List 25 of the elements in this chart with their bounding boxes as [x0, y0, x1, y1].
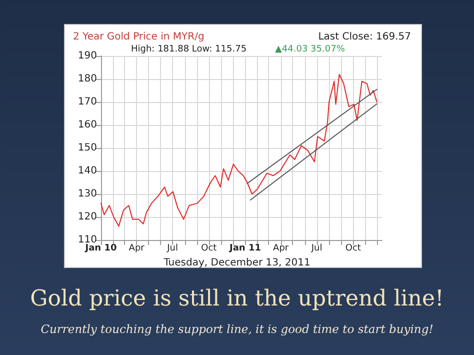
y-tick-label: 120: [78, 212, 97, 222]
text: Last Close: 169.57: [318, 32, 412, 42]
x-tick-label: Jan 11: [228, 244, 262, 254]
x-tick-label: Oct: [345, 244, 362, 254]
y-tick-label: 170: [78, 96, 97, 108]
line-series: [100, 74, 378, 227]
text: ▲44.03 35.07%: [275, 44, 346, 54]
y-tick-label: 150: [78, 142, 97, 154]
y-tick-label: 190: [78, 50, 97, 62]
text: Currently touching the support line, it is good time to start buying!: [40, 322, 434, 336]
y-tick-label: 130: [78, 188, 97, 200]
x-tick-label: Jul: [166, 244, 178, 254]
y-tick-label: 180: [78, 74, 97, 84]
x-tick-label: Apr: [128, 244, 145, 254]
y-tick-label: 140: [78, 166, 97, 176]
y-tick-label: 110: [78, 234, 97, 246]
text: Gold price is still in the uptrend line!: [30, 286, 444, 312]
text: High: 181.88 Low: 115.75: [131, 44, 247, 54]
x-tick-label: Jul: [310, 244, 322, 254]
y-tick-label: 160: [78, 120, 97, 130]
x-tick-label: Oct: [201, 244, 218, 254]
chart-title: 2 Year Gold Price in MYR/g: [73, 32, 204, 42]
x-tick-label: Jan 10: [84, 244, 117, 254]
x-tick-label: Apr: [273, 244, 289, 254]
text: Tuesday, December 13, 2011: [162, 258, 310, 268]
